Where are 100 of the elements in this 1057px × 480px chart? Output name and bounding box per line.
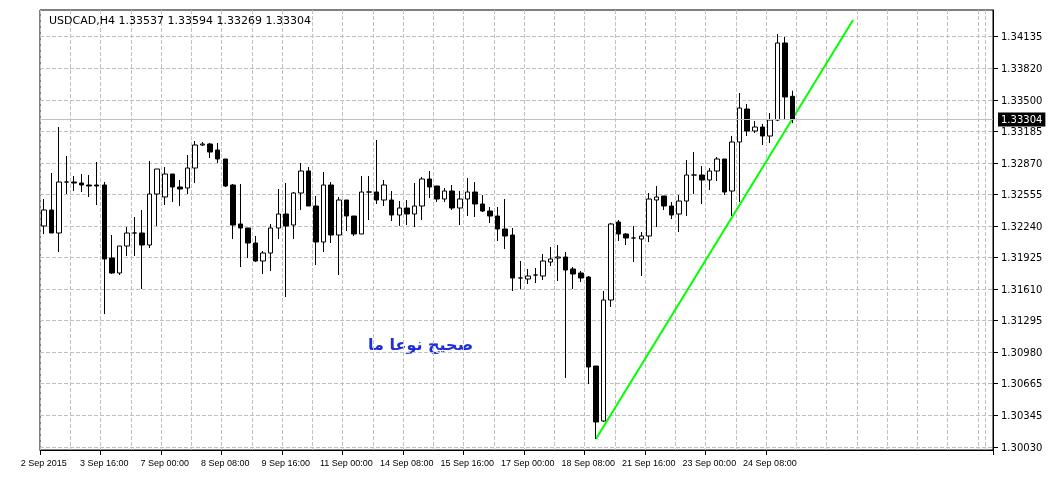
candlestick [170, 173, 175, 203]
candlestick [223, 158, 228, 188]
candlestick [344, 199, 349, 232]
y-tick-label: 1.31610 [1001, 283, 1043, 295]
candlestick [563, 251, 568, 379]
candlestick [268, 223, 273, 272]
candlestick [412, 182, 417, 228]
candlestick [230, 183, 236, 240]
candlestick [427, 170, 432, 199]
candlestick [79, 173, 84, 193]
x-tick-label: 8 Sep 08:00 [201, 457, 250, 468]
x-tick-label: 7 Sep 00:00 [140, 457, 190, 468]
candlestick [434, 185, 440, 203]
y-tick-label: 1.30030 [1001, 441, 1043, 453]
candlestick [253, 235, 258, 263]
candlestick [162, 166, 168, 206]
candlestick [684, 159, 689, 217]
candlestick [381, 179, 387, 207]
candlestick [578, 270, 584, 283]
candlestick [714, 156, 720, 182]
candlestick [480, 194, 485, 213]
x-tick-label: 2 Sep 2015 [20, 457, 67, 468]
candlestick [722, 158, 727, 196]
candlestick [525, 268, 531, 285]
candlestick [419, 176, 425, 221]
candlestick [518, 260, 523, 290]
candlestick [646, 192, 652, 243]
y-tick-label: 1.31295 [1001, 315, 1043, 326]
candlestick [691, 151, 697, 195]
candlestick [154, 168, 160, 227]
candlestick [669, 201, 674, 220]
x-tick-label: 18 Sep 08:00 [561, 457, 616, 468]
candlestick [306, 166, 311, 207]
candlestick [215, 142, 220, 164]
candlestick [328, 181, 334, 244]
candlestick [71, 175, 77, 192]
y-tick-label: 1.30980 [1001, 346, 1043, 358]
candlestick [109, 234, 115, 275]
candlestick [760, 123, 765, 146]
candlestick [177, 179, 183, 207]
candlestick [207, 142, 213, 159]
candlestick [291, 191, 296, 240]
candlestick [124, 226, 130, 257]
candlestick [192, 140, 198, 184]
candlestick [540, 253, 546, 281]
candlestick [487, 206, 493, 224]
x-tick-label: 24 Sep 08:00 [743, 457, 797, 468]
candlestick [457, 190, 463, 226]
y-tick-label: 1.30665 [1001, 378, 1043, 389]
candlestick [676, 194, 682, 233]
candlestick [102, 181, 107, 315]
candlestick [139, 209, 145, 290]
y-tick-label: 1.33500 [1001, 94, 1043, 106]
y-tick-label: 1.34135 [1001, 31, 1043, 42]
candlestick [238, 183, 243, 268]
x-tick-label: 15 Sep 16:00 [440, 457, 495, 468]
candlestick [49, 172, 54, 234]
candlestick [465, 177, 470, 217]
chart-title: USDCAD,H4 1.33537 1.33594 1.33269 1.33304 [49, 14, 311, 27]
candlestick [495, 206, 500, 242]
candlestick [260, 250, 266, 275]
candlestick [64, 155, 69, 195]
candlestick [533, 267, 538, 284]
candlestick [782, 36, 788, 121]
x-tick-label: 23 Sep 00:00 [682, 457, 737, 468]
candlestick [132, 216, 137, 257]
candlestick [449, 184, 455, 211]
candlestick [699, 165, 705, 205]
candlestick [147, 160, 152, 249]
candlestick [313, 195, 319, 266]
candlestick [389, 190, 394, 222]
y-tick-label: 1.31925 [1001, 252, 1043, 263]
candlestick [283, 182, 289, 298]
candlestick [245, 227, 251, 259]
candlestick [775, 33, 780, 122]
candlestick [752, 120, 758, 134]
candlestick [298, 162, 304, 211]
candlestick [767, 112, 773, 144]
candlestick [654, 185, 659, 228]
candlestick [586, 275, 591, 385]
candlestick [601, 290, 606, 423]
candlestick [336, 196, 342, 276]
y-tick-label: 1.33185 [1001, 126, 1043, 137]
x-tick-label: 14 Sep 08:00 [380, 457, 434, 468]
candlestick [593, 365, 599, 440]
candlestick [631, 225, 636, 263]
candlestick [374, 139, 379, 205]
candlestick [321, 171, 326, 253]
candlestick [200, 141, 205, 147]
candlestick [94, 161, 99, 206]
candlestick [616, 219, 621, 242]
candlestick [790, 90, 795, 124]
candlestick [729, 135, 735, 217]
candlestick [570, 266, 576, 290]
candlestick [366, 175, 372, 221]
candlestick [404, 199, 410, 226]
candlestick [351, 215, 357, 237]
candlestick [472, 181, 478, 218]
y-tick-label: 1.32240 [1001, 220, 1043, 232]
candlestick [86, 174, 92, 198]
